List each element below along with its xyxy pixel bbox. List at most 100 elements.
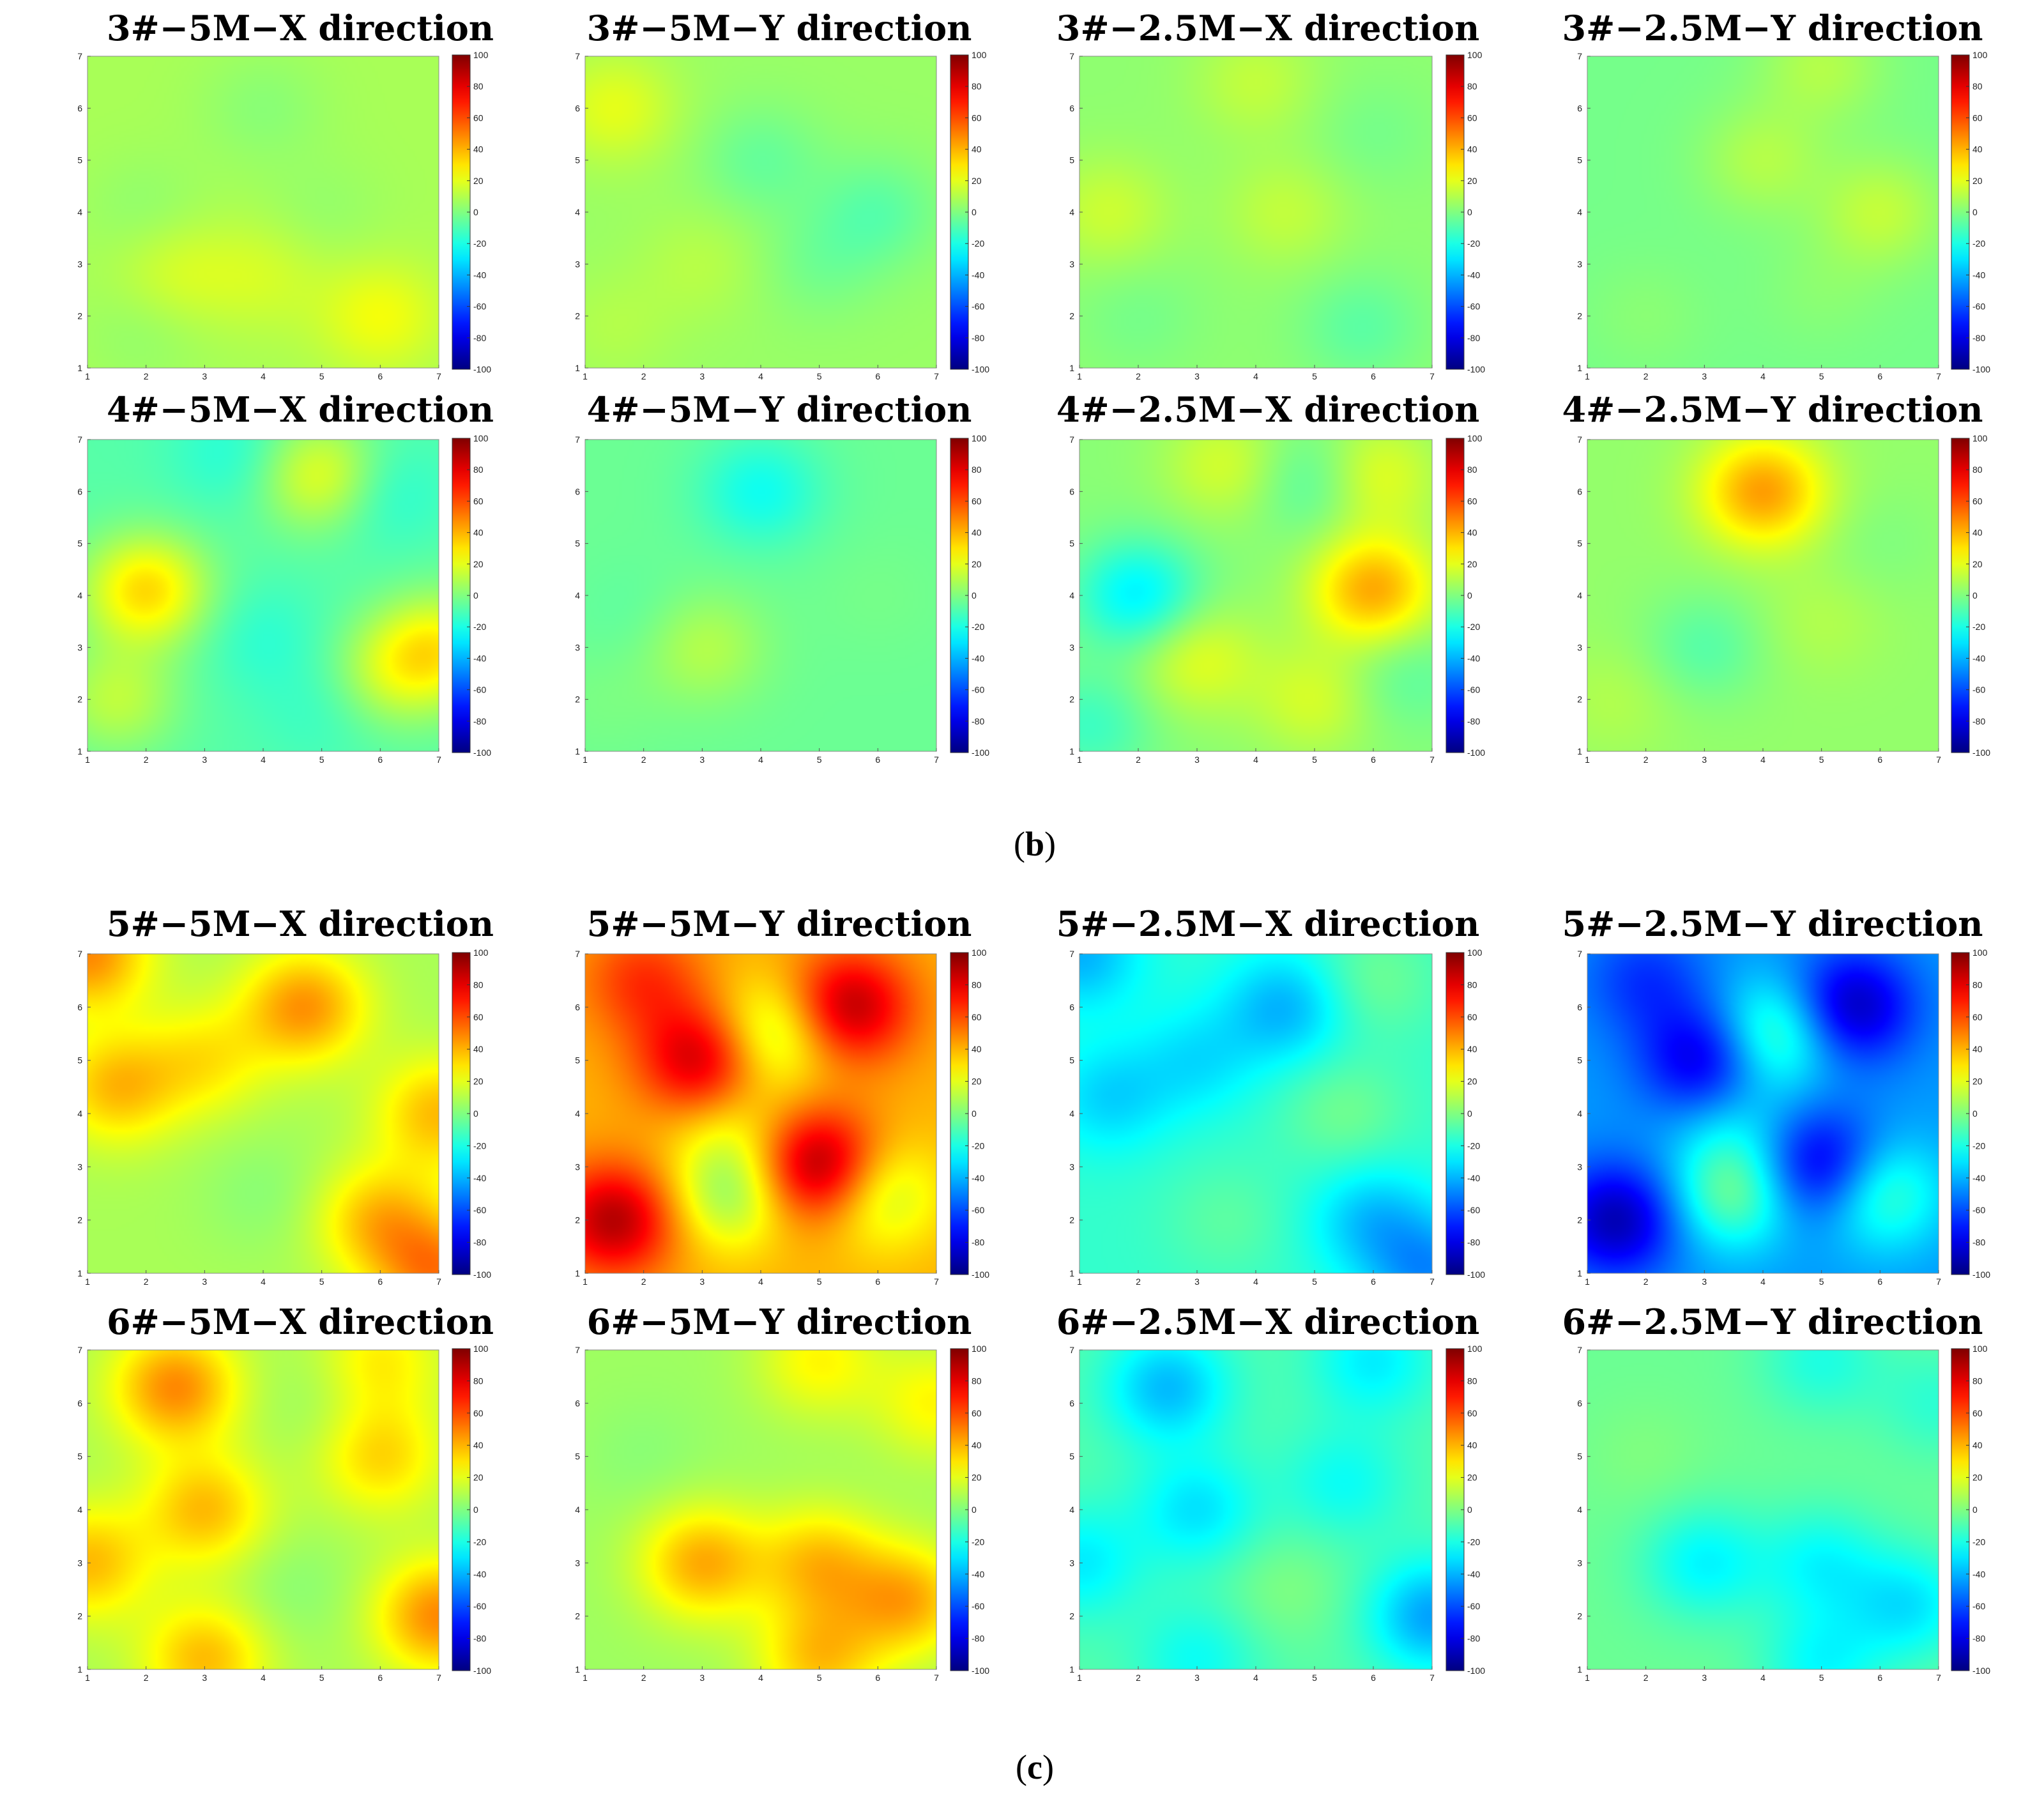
y-tick-label: 6 xyxy=(575,103,580,113)
colorbar-tick-label: -40 xyxy=(473,270,486,280)
colorbar-tick-label: 0 xyxy=(1467,1108,1472,1119)
x-tick-label: 1 xyxy=(583,371,588,381)
y-tick-label: 2 xyxy=(1577,694,1582,705)
colorbar-tick-label: -20 xyxy=(1972,238,1985,249)
y-tick-label: 3 xyxy=(1069,1558,1074,1568)
x-tick-label: 1 xyxy=(1585,371,1590,381)
y-tick-label: 3 xyxy=(1069,642,1074,652)
y-tick-label: 6 xyxy=(77,103,82,113)
y-tick-label: 6 xyxy=(575,1002,580,1012)
panel-title: 3#−2.5M−Y direction xyxy=(1562,8,1983,49)
y-tick-label: 7 xyxy=(1577,1345,1582,1355)
colorbar-tick-label: -40 xyxy=(972,653,984,663)
x-tick-label: 4 xyxy=(261,755,266,765)
y-tick-label: 6 xyxy=(77,1398,82,1408)
colorbar-tick-label: -100 xyxy=(473,1269,491,1280)
y-tick-label: 5 xyxy=(575,155,580,165)
y-tick-label: 1 xyxy=(575,1268,580,1278)
colorbar-tick-label: -60 xyxy=(1467,1205,1480,1215)
colorbar-tick-label: 40 xyxy=(972,144,982,155)
y-tick-label: 6 xyxy=(575,486,580,496)
colorbar-tick-label: -80 xyxy=(473,716,486,726)
y-tick-label: 2 xyxy=(1577,311,1582,321)
x-tick-label: 6 xyxy=(1877,1276,1882,1287)
colorbar-tick-label: 20 xyxy=(1467,559,1477,569)
colorbar-tick-label: 100 xyxy=(1972,433,1988,443)
colorbar-tick-label: 100 xyxy=(473,1344,489,1354)
heatmap-image xyxy=(1587,1350,1939,1669)
x-tick-label: 2 xyxy=(1644,371,1649,381)
x-tick-label: 3 xyxy=(1194,755,1200,765)
y-tick-label: 5 xyxy=(1577,539,1582,549)
colorbar-tick-label: 0 xyxy=(1972,1505,1978,1515)
colorbar-tick-label: 60 xyxy=(1467,1012,1477,1022)
y-tick-label: 4 xyxy=(77,590,82,601)
y-tick-label: 7 xyxy=(77,949,82,959)
colorbar-tick-label: -100 xyxy=(972,1269,989,1280)
colorbar-tick-label: 20 xyxy=(972,1077,982,1087)
colorbar-tick-label: 40 xyxy=(1972,144,1983,155)
x-tick-label: 6 xyxy=(1371,1276,1376,1287)
colorbar-tick-label: -80 xyxy=(972,333,984,343)
colorbar-tick-label: 40 xyxy=(1467,528,1477,538)
colorbar-tick-label: -100 xyxy=(1467,364,1485,374)
x-tick-label: 1 xyxy=(1077,755,1082,765)
colorbar-tick-label: -20 xyxy=(972,622,984,632)
colorbar-tick-label: -60 xyxy=(1972,1601,1985,1611)
colorbar-tick-label: 100 xyxy=(1972,947,1988,958)
colorbar-tick-label: 40 xyxy=(1467,144,1477,155)
panel-title: 6#−2.5M−Y direction xyxy=(1562,1301,1983,1342)
y-tick-label: 1 xyxy=(77,1664,82,1675)
x-tick-label: 6 xyxy=(875,755,880,765)
colorbar-tick-label: -60 xyxy=(473,685,486,695)
y-tick-label: 5 xyxy=(1069,155,1074,165)
colorbar-tick-label: 0 xyxy=(972,1108,977,1119)
x-tick-label: 4 xyxy=(758,1673,763,1683)
y-tick-label: 6 xyxy=(77,486,82,496)
y-tick-label: 5 xyxy=(1069,539,1074,549)
y-tick-label: 7 xyxy=(77,1345,82,1355)
y-tick-label: 6 xyxy=(1069,486,1074,496)
colorbar-tick-label: -40 xyxy=(1467,1569,1480,1579)
colorbar-tick-label: 20 xyxy=(1467,1473,1477,1483)
colorbar-tick-label: -100 xyxy=(473,364,491,374)
x-tick-label: 5 xyxy=(1312,1276,1317,1287)
colorbar-tick-label: 20 xyxy=(473,1473,484,1483)
y-tick-label: 4 xyxy=(77,1108,82,1119)
panel-title: 5#−2.5M−Y direction xyxy=(1562,903,1983,944)
y-tick-label: 4 xyxy=(1577,1108,1582,1119)
colorbar-tick-label: -80 xyxy=(1467,716,1480,726)
x-tick-label: 5 xyxy=(1312,755,1317,765)
x-tick-label: 2 xyxy=(144,1276,149,1287)
heatmap-image xyxy=(88,440,439,751)
colorbar-tick-label: 40 xyxy=(473,1440,484,1450)
colorbar-tick-label: -40 xyxy=(1972,270,1985,280)
heatmap-panel: 3#−2.5M−Y direction 1 2 3 4 5 6 7 1 2 3 4 5 6 7 100 80 60… xyxy=(1562,8,1990,381)
x-tick-label: 2 xyxy=(1644,755,1649,765)
y-tick-label: 5 xyxy=(1577,1452,1582,1462)
y-tick-label: 5 xyxy=(77,155,82,165)
y-tick-label: 3 xyxy=(1069,1161,1074,1172)
heatmap-panel: 5#−2.5M−X direction 1 2 3 4 5 6 7 1 2 3 4 5 6 7 100 80 60… xyxy=(1056,903,1485,1287)
colorbar-tick-label: -40 xyxy=(473,653,486,663)
colorbar-tick-label: -40 xyxy=(1467,1173,1480,1183)
x-tick-label: 4 xyxy=(1760,1276,1766,1287)
x-tick-label: 3 xyxy=(699,1673,705,1683)
x-tick-label: 7 xyxy=(1430,1673,1435,1683)
panel-title: 6#−5M−Y direction xyxy=(587,1301,972,1342)
x-tick-label: 5 xyxy=(319,371,324,381)
caption-b-letter: b xyxy=(1025,825,1045,863)
colorbar-tick-label: 0 xyxy=(1972,207,1978,217)
y-tick-label: 1 xyxy=(1069,1268,1074,1278)
colorbar-tick-label: 60 xyxy=(1972,496,1983,506)
colorbar-tick-label: -40 xyxy=(473,1569,486,1579)
colorbar-tick-label: -80 xyxy=(1467,333,1480,343)
x-tick-label: 1 xyxy=(85,371,90,381)
caption-b: (b) xyxy=(1013,825,1056,863)
x-tick-label: 5 xyxy=(319,755,324,765)
y-tick-label: 7 xyxy=(575,949,580,959)
colorbar-tick-label: 0 xyxy=(1972,590,1978,601)
y-tick-label: 6 xyxy=(1577,103,1582,113)
colorbar-tick-label: 0 xyxy=(1467,590,1472,601)
y-tick-label: 7 xyxy=(1069,949,1074,959)
